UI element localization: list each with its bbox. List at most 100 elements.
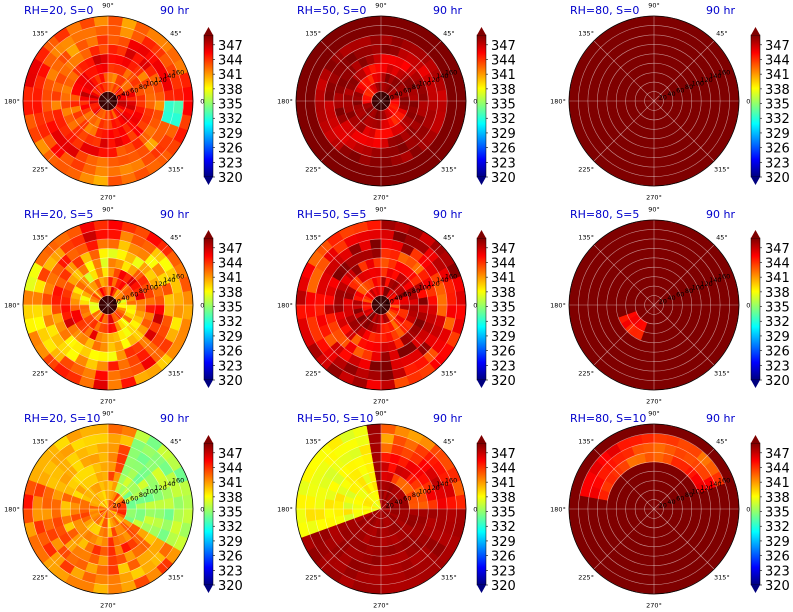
radial-tick-label: 40 xyxy=(121,90,129,98)
colorbar-tick-label: 326 xyxy=(491,345,516,360)
colorbar-body xyxy=(476,442,487,586)
colorbar-tick-label: 338 xyxy=(765,286,790,301)
plot-frame xyxy=(568,15,740,187)
polar-plot-9: 0°45°90°135°180°225°270°315°20 40 60 801001… xyxy=(550,410,754,610)
heatmap-cell xyxy=(107,583,124,595)
heatmap-cell xyxy=(568,493,580,510)
heatmap-cell xyxy=(172,304,184,319)
angle-tick-label: 225° xyxy=(32,369,48,377)
colorbar-tick-label: 338 xyxy=(491,83,516,98)
angle-tick-label: 315° xyxy=(168,573,184,581)
colorbar-extend-min xyxy=(477,585,486,593)
angular-gridline xyxy=(320,100,382,162)
angular-gridline xyxy=(593,40,655,102)
angular-gridline xyxy=(47,40,109,102)
heatmap-cell xyxy=(60,92,72,102)
heatmap-cell xyxy=(107,44,119,55)
heatmap-cell xyxy=(182,289,194,306)
angle-tick-label: 315° xyxy=(441,165,457,173)
heatmap-cell xyxy=(182,508,194,525)
colorbar-tick-label: 335 xyxy=(765,506,790,521)
heatmap-cell xyxy=(640,165,655,177)
polar-plot-5: 0°45°90°135°180°225°270°315°204060801001… xyxy=(277,206,481,406)
heatmap-cell xyxy=(92,583,109,595)
heatmap-cell xyxy=(144,100,156,110)
heatmap-cell xyxy=(365,219,382,231)
angular-gridline xyxy=(380,100,442,162)
heatmap-cell xyxy=(380,573,395,585)
angle-tick-label: 315° xyxy=(714,369,730,377)
angle-tick-label: 270° xyxy=(100,398,116,406)
heatmap-cell xyxy=(380,25,395,37)
colorbar-extend-max xyxy=(751,27,760,35)
colorbar-tick-label: 344 xyxy=(218,461,243,476)
radial-tick-label: 160 xyxy=(445,69,457,77)
angular-gridline xyxy=(47,100,109,162)
heatmap-cell xyxy=(436,508,448,521)
colorbar-tick-label: 326 xyxy=(765,345,790,360)
heatmap-cell xyxy=(305,508,317,523)
heatmap-cell xyxy=(367,573,382,585)
heatmap-cell xyxy=(597,90,608,102)
heatmap-cell xyxy=(380,379,397,391)
heatmap-cell xyxy=(372,341,382,353)
heatmap-cell xyxy=(728,100,740,117)
colorbar-tick-label: 329 xyxy=(218,330,243,345)
colorbar-extend-max xyxy=(204,435,213,443)
heatmap-cell xyxy=(144,508,156,518)
colorbar-tick-label: 326 xyxy=(491,142,516,157)
heatmap-cell xyxy=(94,573,109,585)
heatmap-cell xyxy=(96,238,109,250)
polar-plot-1: 0°45°90°135°180°225°270°315°204060801001… xyxy=(4,2,208,202)
heatmap-cell xyxy=(305,291,317,306)
heatmap-cell xyxy=(92,423,109,435)
radial-tick-label: 40 xyxy=(394,90,402,98)
heatmap-cell xyxy=(107,156,120,168)
heatmap-cell xyxy=(653,369,668,381)
heatmap-cell xyxy=(107,257,117,269)
heatmap-cell xyxy=(94,229,109,241)
panel-title-left: RH=50, S=5 xyxy=(297,208,366,221)
heatmap-cell xyxy=(417,304,429,314)
panel-title-left: RH=20, S=5 xyxy=(24,208,93,221)
angle-tick-label: 180° xyxy=(4,98,20,106)
heatmap-cell xyxy=(640,369,655,381)
heatmap-cell xyxy=(333,296,345,306)
angle-tick-label: 135° xyxy=(32,438,48,446)
angle-tick-label: 135° xyxy=(578,438,594,446)
heatmap-cell xyxy=(455,85,467,102)
heatmap-cell xyxy=(22,508,34,525)
heatmap-cell xyxy=(365,175,382,187)
radial-tick-label: 160 xyxy=(445,273,457,281)
panel-title-left: RH=80, S=10 xyxy=(570,412,646,425)
heatmap-cell xyxy=(94,165,109,177)
heatmap-cell xyxy=(700,100,711,112)
heatmap-cell xyxy=(638,219,655,231)
angular-gridline xyxy=(107,244,169,306)
colorbar-tick-label: 338 xyxy=(765,83,790,98)
colorbar-tick-label: 335 xyxy=(491,301,516,316)
heatmap-cell xyxy=(645,341,655,353)
heatmap-cell xyxy=(436,89,448,102)
heatmap-cell xyxy=(107,15,124,27)
radial-tick-label: 100 xyxy=(146,283,158,291)
heatmap-cell xyxy=(22,289,34,306)
heatmap-cell xyxy=(455,493,467,510)
angle-tick-label: 180° xyxy=(277,98,293,106)
heatmap-cell xyxy=(367,25,382,37)
heatmap-cell xyxy=(182,100,194,117)
heatmap-cell xyxy=(445,495,457,510)
heatmap-cell xyxy=(700,508,711,520)
heatmap-cell xyxy=(370,555,382,566)
angle-tick-label: 225° xyxy=(578,165,594,173)
angular-gridline xyxy=(320,40,382,102)
colorbar-extend-min xyxy=(477,380,486,388)
radial-tick-label: 140 xyxy=(436,72,448,80)
colorbar-tick-label: 344 xyxy=(491,256,516,271)
heatmap-cell xyxy=(653,25,668,37)
colorbar-extend-max xyxy=(477,230,486,238)
heatmap-cell xyxy=(96,156,109,168)
radial-tick-label: 20 xyxy=(386,501,394,509)
